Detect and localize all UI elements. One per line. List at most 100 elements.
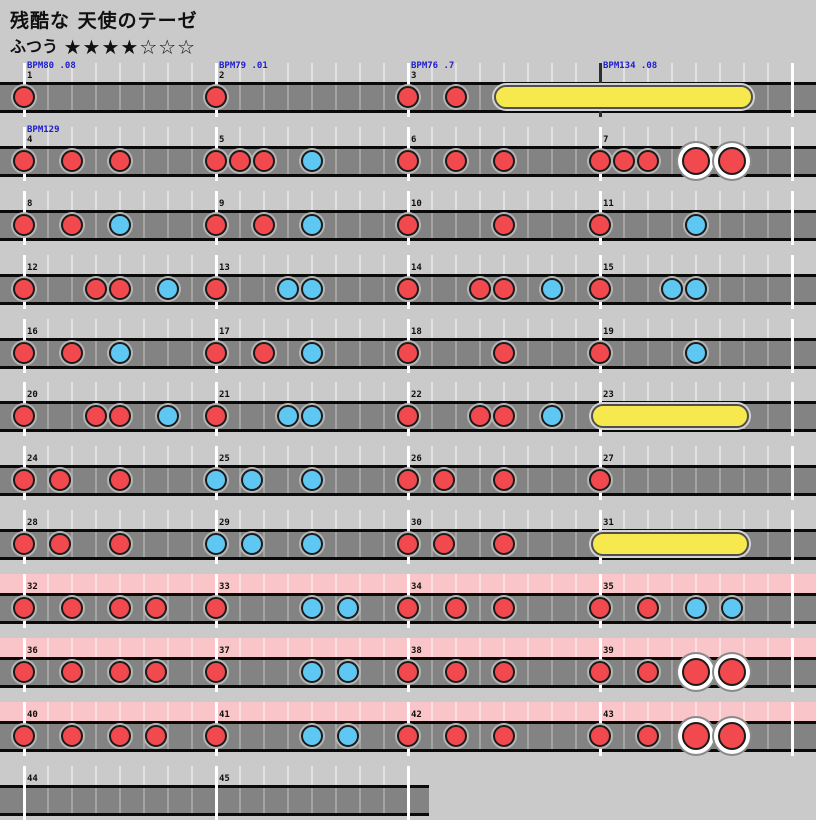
beat-tick — [383, 149, 385, 174]
don-note — [493, 661, 515, 683]
beat-tick — [671, 341, 673, 366]
ka-note — [301, 150, 323, 172]
beat-tick — [47, 191, 49, 210]
beat-tick — [551, 702, 553, 721]
difficulty-label: ふつう — [10, 37, 59, 56]
beat-tick — [647, 255, 649, 274]
beat-tick — [575, 446, 577, 465]
beat-tick — [623, 660, 625, 685]
beat-tick — [431, 63, 433, 82]
beat-tick — [335, 341, 337, 366]
beat-tick — [71, 766, 73, 785]
beat-tick — [383, 788, 385, 813]
measure-number: 32 — [27, 582, 38, 592]
beat-tick — [695, 255, 697, 274]
beat-tick — [263, 468, 265, 493]
don-note — [493, 597, 515, 619]
beat-tick — [167, 468, 169, 493]
beat-tick — [455, 702, 457, 721]
beat-tick — [575, 468, 577, 493]
beat-tick — [479, 382, 481, 401]
don-note — [13, 150, 35, 172]
measure-number: 13 — [219, 263, 230, 273]
beat-tick — [95, 724, 97, 749]
beat-tick — [95, 468, 97, 493]
don-note — [13, 533, 35, 555]
beat-tick — [359, 404, 361, 429]
beat-tick — [767, 724, 769, 749]
measure-number: 5 — [219, 135, 225, 145]
beat-tick — [287, 638, 289, 657]
beat-tick — [47, 404, 49, 429]
beat-tick — [551, 319, 553, 338]
beat-tick — [767, 532, 769, 557]
beat-tick — [479, 341, 481, 366]
beat-tick — [575, 638, 577, 657]
beat-tick — [647, 468, 649, 493]
beat-tick — [575, 63, 577, 82]
measure-number: 19 — [603, 327, 614, 337]
beat-tick — [143, 63, 145, 82]
beat-tick — [431, 319, 433, 338]
beat-tick — [503, 127, 505, 146]
beat-tick — [95, 510, 97, 529]
beat-tick — [119, 63, 121, 82]
beat-tick — [191, 341, 193, 366]
ka-note — [541, 278, 563, 300]
beat-tick — [767, 341, 769, 366]
beat-tick — [191, 382, 193, 401]
beat-tick — [551, 638, 553, 657]
don-note — [205, 150, 227, 172]
beat-tick — [311, 788, 313, 813]
beat-tick — [359, 319, 361, 338]
beat-tick — [359, 127, 361, 146]
beat-tick — [359, 788, 361, 813]
don-note — [637, 150, 659, 172]
beat-tick — [431, 468, 433, 493]
beat-tick — [311, 446, 313, 465]
beat-tick — [359, 382, 361, 401]
drumroll-bar — [591, 404, 749, 428]
beat-tick — [191, 660, 193, 685]
beat-tick — [95, 382, 97, 401]
don-note — [253, 150, 275, 172]
beat-tick — [335, 213, 337, 238]
ka-note — [109, 214, 131, 236]
beat-tick — [191, 468, 193, 493]
beat-tick — [647, 510, 649, 529]
beat-tick — [623, 127, 625, 146]
beat-tick — [743, 382, 745, 401]
don-note — [493, 278, 515, 300]
beat-tick — [239, 404, 241, 429]
beat-tick — [527, 382, 529, 401]
beat-tick — [263, 766, 265, 785]
beat-tick — [71, 404, 73, 429]
beat-tick — [719, 63, 721, 82]
beat-tick — [263, 382, 265, 401]
beat-tick — [191, 574, 193, 593]
beat-tick — [359, 446, 361, 465]
big-don-note — [682, 147, 710, 175]
don-note — [49, 533, 71, 555]
beat-tick — [383, 255, 385, 274]
beat-tick — [503, 702, 505, 721]
beat-tick — [335, 149, 337, 174]
big-don-note — [718, 147, 746, 175]
beat-tick — [503, 63, 505, 82]
beat-tick — [575, 191, 577, 210]
beat-tick — [575, 149, 577, 174]
beat-tick — [479, 191, 481, 210]
beat-tick — [671, 446, 673, 465]
beat-tick — [143, 532, 145, 557]
beat-tick — [335, 638, 337, 657]
beat-tick — [335, 319, 337, 338]
beat-tick — [743, 702, 745, 721]
beat-tick — [767, 85, 769, 110]
beat-tick — [359, 341, 361, 366]
beat-tick — [647, 213, 649, 238]
beat-tick — [743, 255, 745, 274]
beat-tick — [287, 724, 289, 749]
beat-tick — [527, 213, 529, 238]
big-don-note — [682, 722, 710, 750]
